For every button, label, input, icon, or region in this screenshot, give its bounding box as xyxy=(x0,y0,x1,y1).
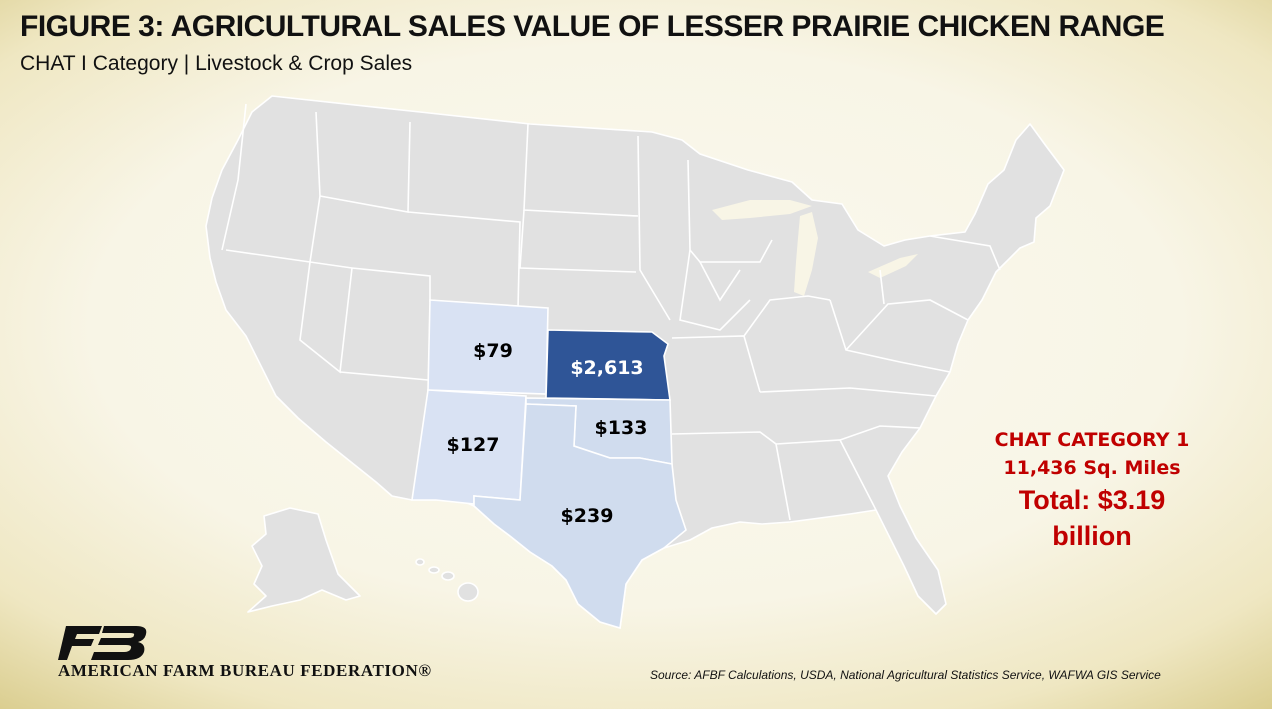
state-texas xyxy=(473,403,687,630)
lake-michigan xyxy=(794,212,818,296)
callout-total-unit: billion xyxy=(1052,521,1132,551)
state-borders xyxy=(221,103,1001,521)
hawaii xyxy=(415,558,479,602)
afbf-logo-icon xyxy=(58,626,147,660)
lake-superior xyxy=(712,200,812,220)
alaska xyxy=(247,507,361,613)
callout-category: CHAT CATEGORY 1 xyxy=(994,429,1190,451)
callout-area: 11,436 Sq. Miles xyxy=(1003,457,1181,479)
source-note: Source: AFBF Calculations, USDA, Nationa… xyxy=(650,668,1161,682)
value-label-texas: $239 xyxy=(561,505,614,527)
callout-total: Total: $3.19 xyxy=(1018,485,1166,515)
value-label-kansas: $2,613 xyxy=(570,357,643,379)
page-title: FIGURE 3: AGRICULTURAL SALES VALUE OF LE… xyxy=(20,10,1165,43)
value-label-oklahoma: $133 xyxy=(595,417,648,439)
summary-callout: CHAT CATEGORY 1 11,436 Sq. Miles Total: … xyxy=(958,426,1226,554)
organization-name: AMERICAN FARM BUREAU FEDERATION® xyxy=(58,661,432,680)
value-label-colorado: $79 xyxy=(473,340,513,362)
page-subtitle: CHAT I Category | Livestock & Crop Sales xyxy=(20,52,413,75)
value-label-new-mexico: $127 xyxy=(447,434,500,456)
